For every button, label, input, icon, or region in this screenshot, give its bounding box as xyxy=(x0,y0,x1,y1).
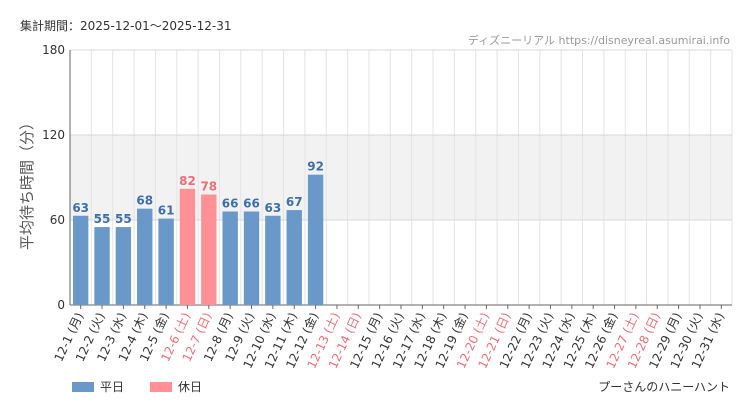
value-label: 61 xyxy=(158,204,175,218)
legend-label-holiday: 休日 xyxy=(178,380,203,394)
bar xyxy=(179,188,196,305)
value-label: 55 xyxy=(115,212,132,226)
legend-item-holiday: 休日 xyxy=(150,378,202,395)
bar xyxy=(115,227,132,305)
bar xyxy=(94,227,110,305)
y-tick-label: 60 xyxy=(50,213,65,227)
legend-item-weekday: 平日 xyxy=(72,378,124,395)
period-label: 集計期間：2025-12-01～2025-12-31 xyxy=(20,19,232,33)
legend-swatch-weekday xyxy=(72,381,94,392)
bar xyxy=(222,211,238,305)
bar xyxy=(158,218,174,305)
bar xyxy=(72,215,89,305)
bar xyxy=(286,210,302,305)
legend-label-weekday: 平日 xyxy=(100,380,125,394)
bar xyxy=(307,174,324,305)
bar xyxy=(137,208,153,305)
value-label: 82 xyxy=(179,174,196,188)
value-label: 66 xyxy=(222,197,239,211)
value-label: 66 xyxy=(243,197,260,211)
bar xyxy=(243,211,260,305)
legend-swatch-holiday xyxy=(150,381,173,392)
value-label: 63 xyxy=(265,201,282,215)
y-tick-label: 120 xyxy=(42,128,65,142)
y-tick-label: 180 xyxy=(42,43,65,57)
value-label: 78 xyxy=(200,180,217,194)
value-label: 68 xyxy=(136,194,153,208)
attraction-name: プーさんのハニーハント xyxy=(598,380,730,394)
bar xyxy=(265,215,281,305)
y-tick-label: 0 xyxy=(57,298,65,312)
legend: 平日 休日 xyxy=(72,378,228,395)
value-label: 92 xyxy=(307,160,324,174)
bar xyxy=(201,194,217,305)
value-label: 67 xyxy=(286,195,303,209)
value-label: 63 xyxy=(72,201,89,215)
value-label: 55 xyxy=(94,212,111,226)
source-credit: ディズニーリアル https://disneyreal.asumirai.inf… xyxy=(467,34,730,47)
